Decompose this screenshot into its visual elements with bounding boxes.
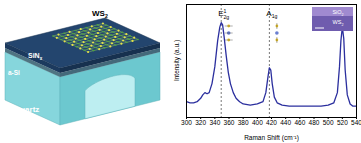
svg-text:A1g: A1g <box>266 9 277 19</box>
svg-text:460: 460 <box>294 119 305 126</box>
svg-text:SiNx: SiNx <box>28 52 43 61</box>
svg-text:480: 480 <box>309 119 320 126</box>
svg-text:320: 320 <box>195 119 206 126</box>
svg-text:300: 300 <box>181 119 192 126</box>
svg-text:Intensity (a.u.): Intensity (a.u.) <box>173 40 181 81</box>
svg-text:500: 500 <box>323 119 334 126</box>
svg-text:E12g: E12g <box>218 8 229 20</box>
svg-text:WS2: WS2 <box>92 9 108 19</box>
svg-text:380: 380 <box>238 119 249 126</box>
svg-text:400: 400 <box>252 119 263 126</box>
svg-text:540: 540 <box>351 119 361 126</box>
svg-text:440: 440 <box>280 119 291 126</box>
svg-text:Raman Shift (cm⁻¹): Raman Shift (cm⁻¹) <box>244 134 299 142</box>
svg-text:WS2: WS2 <box>333 19 344 27</box>
svg-text:SiO2: SiO2 <box>332 9 343 17</box>
svg-text:420: 420 <box>266 119 277 126</box>
svg-text:360: 360 <box>224 119 235 126</box>
svg-text:a-Si: a-Si <box>8 69 20 76</box>
svg-text:520: 520 <box>337 119 348 126</box>
svg-text:340: 340 <box>209 119 220 126</box>
svg-text:Quartz: Quartz <box>14 105 39 114</box>
